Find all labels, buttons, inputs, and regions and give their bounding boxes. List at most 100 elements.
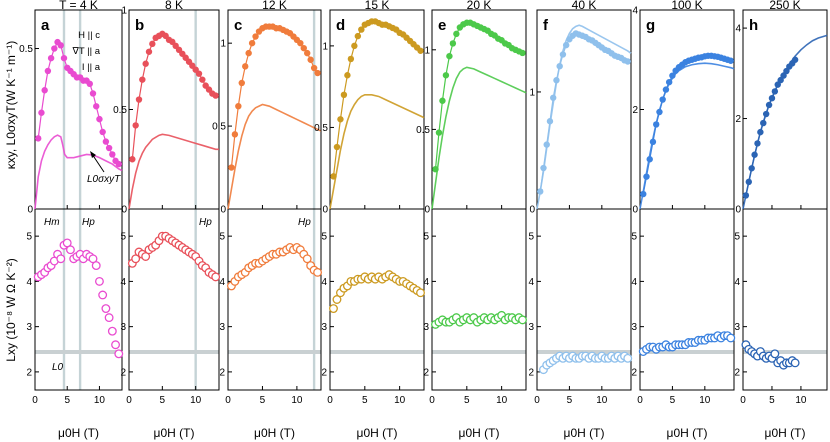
- kxy-point: [754, 140, 761, 147]
- x-tick-label: 5: [464, 395, 470, 406]
- kxy-point: [41, 87, 48, 94]
- kxy-point: [659, 96, 666, 103]
- sigma-curve-h: [742, 34, 828, 210]
- kxy-point: [643, 173, 650, 180]
- kxy-point: [105, 144, 113, 152]
- kxy-point: [307, 56, 314, 63]
- kxy-point: [446, 52, 453, 60]
- x-tick-label: 10: [190, 395, 202, 406]
- sigma-annotation-label: L0σxyT: [87, 174, 121, 185]
- kxy-point: [195, 70, 203, 77]
- kxy-point: [115, 160, 122, 168]
- kxy-point: [228, 164, 235, 171]
- kxy-point: [86, 80, 93, 88]
- bottom-y-tick-label: 3: [631, 322, 637, 333]
- kxy-point: [35, 135, 42, 142]
- bottom-y-tick-label: 4: [120, 277, 126, 288]
- kxy-point: [344, 72, 351, 79]
- kxy-point: [432, 166, 439, 173]
- x-axis-label: μ0H (T): [154, 426, 195, 440]
- panel-title-b: 8 K: [165, 0, 183, 12]
- bottom-plot-frame-g: [639, 208, 735, 391]
- kxy-point: [314, 69, 321, 77]
- kxy-point: [337, 116, 344, 123]
- bottom-y-tick-label: 3: [423, 322, 429, 333]
- field-geometry-line-2: ∇T || a: [72, 46, 101, 57]
- top-y-tick-label: 0: [424, 205, 430, 216]
- panel-title-h: 250 K: [769, 0, 800, 12]
- bottom-y-tick-label: 4: [631, 277, 637, 288]
- top-y-tick-label: 1: [322, 41, 328, 52]
- lxy-point: [518, 315, 527, 325]
- bottom-y-tick-label: 4: [321, 277, 327, 288]
- x-axis-label: μ0H (T): [58, 426, 99, 440]
- x-tick-label: 10: [496, 395, 508, 406]
- kxy-point: [57, 42, 64, 49]
- bottom-y-tick-label: 4: [423, 277, 429, 288]
- bottom-y-tick-label: 4: [528, 277, 534, 288]
- x-tick-label: 0: [740, 395, 746, 406]
- x-axis-label: μ0H (T): [765, 426, 806, 440]
- kxy-point: [435, 129, 443, 136]
- kxy-point: [145, 48, 153, 55]
- bottom-y-tick-label: 2: [219, 367, 225, 378]
- kxy-point: [60, 54, 68, 62]
- lxy-point: [107, 326, 117, 336]
- panel-label-b: b: [135, 17, 144, 34]
- kxy-point: [93, 103, 100, 110]
- kxy-point: [132, 122, 139, 129]
- kxy-point: [656, 108, 663, 116]
- kxy-point: [358, 26, 365, 33]
- kxy-point: [453, 30, 460, 38]
- lxy-point: [114, 349, 124, 359]
- bottom-y-tick-label: 5: [219, 232, 225, 243]
- lxy-point: [65, 245, 75, 255]
- bottom-y-axis-label: Lxy (10⁻⁸ W Ω K⁻²): [4, 258, 18, 361]
- kxy-point: [47, 54, 55, 62]
- kxy-point: [556, 62, 563, 70]
- top-y-tick-label: 0: [322, 205, 328, 216]
- bottom-plot-frame-c: [227, 208, 322, 391]
- kxy-point: [99, 128, 106, 136]
- kxy-line-d: [332, 20, 421, 177]
- kxy-point: [231, 131, 239, 138]
- kxy-point: [417, 47, 424, 54]
- kxy-point: [129, 156, 136, 163]
- top-y-tick-label: 0: [121, 205, 127, 216]
- kxy-point: [333, 143, 341, 151]
- top-y-tick-label: 0.5: [19, 44, 33, 55]
- lxy-point: [770, 349, 780, 359]
- sigma-curve-d: [329, 94, 425, 210]
- kxy-point: [235, 102, 242, 110]
- kxy-point: [310, 64, 318, 72]
- panel-f: 0 5 10 0 1 2 3 4 5 μ0H (T) 40 K f: [528, 0, 633, 440]
- kxy-point: [351, 42, 358, 50]
- x-tick-label: 0: [637, 395, 643, 406]
- x-tick-label: 0: [225, 395, 231, 406]
- bottom-y-tick-label: 2: [423, 367, 429, 378]
- bottom-y-tick-label: 5: [631, 232, 637, 243]
- kxy-point: [653, 121, 660, 128]
- sigma-curve-c: [227, 103, 322, 210]
- x-tick-label: 0: [534, 395, 540, 406]
- field-geometry-line-1: H || c: [78, 30, 100, 41]
- top-y-tick-label: 0: [632, 205, 638, 216]
- bottom-y-tick-label: 4: [26, 277, 32, 288]
- panel-label-e: e: [438, 17, 446, 34]
- kxy-point: [762, 110, 770, 118]
- lxy-point: [104, 313, 114, 323]
- x-axis-label: μ0H (T): [667, 426, 708, 440]
- x-tick-label: 5: [567, 395, 573, 406]
- x-tick-label: 0: [32, 395, 38, 406]
- lxy-point: [313, 267, 323, 277]
- kxy-point: [340, 91, 348, 99]
- top-y-tick-label: 0.5: [113, 105, 127, 116]
- bottom-y-tick-label: 2: [120, 367, 126, 378]
- lxy-point: [56, 254, 66, 264]
- bottom-plot-frame-b: [128, 208, 220, 391]
- bottom-y-tick-label: 5: [120, 232, 126, 243]
- bottom-plot-frame-a: [34, 208, 123, 391]
- x-axis-label: μ0H (T): [254, 426, 295, 440]
